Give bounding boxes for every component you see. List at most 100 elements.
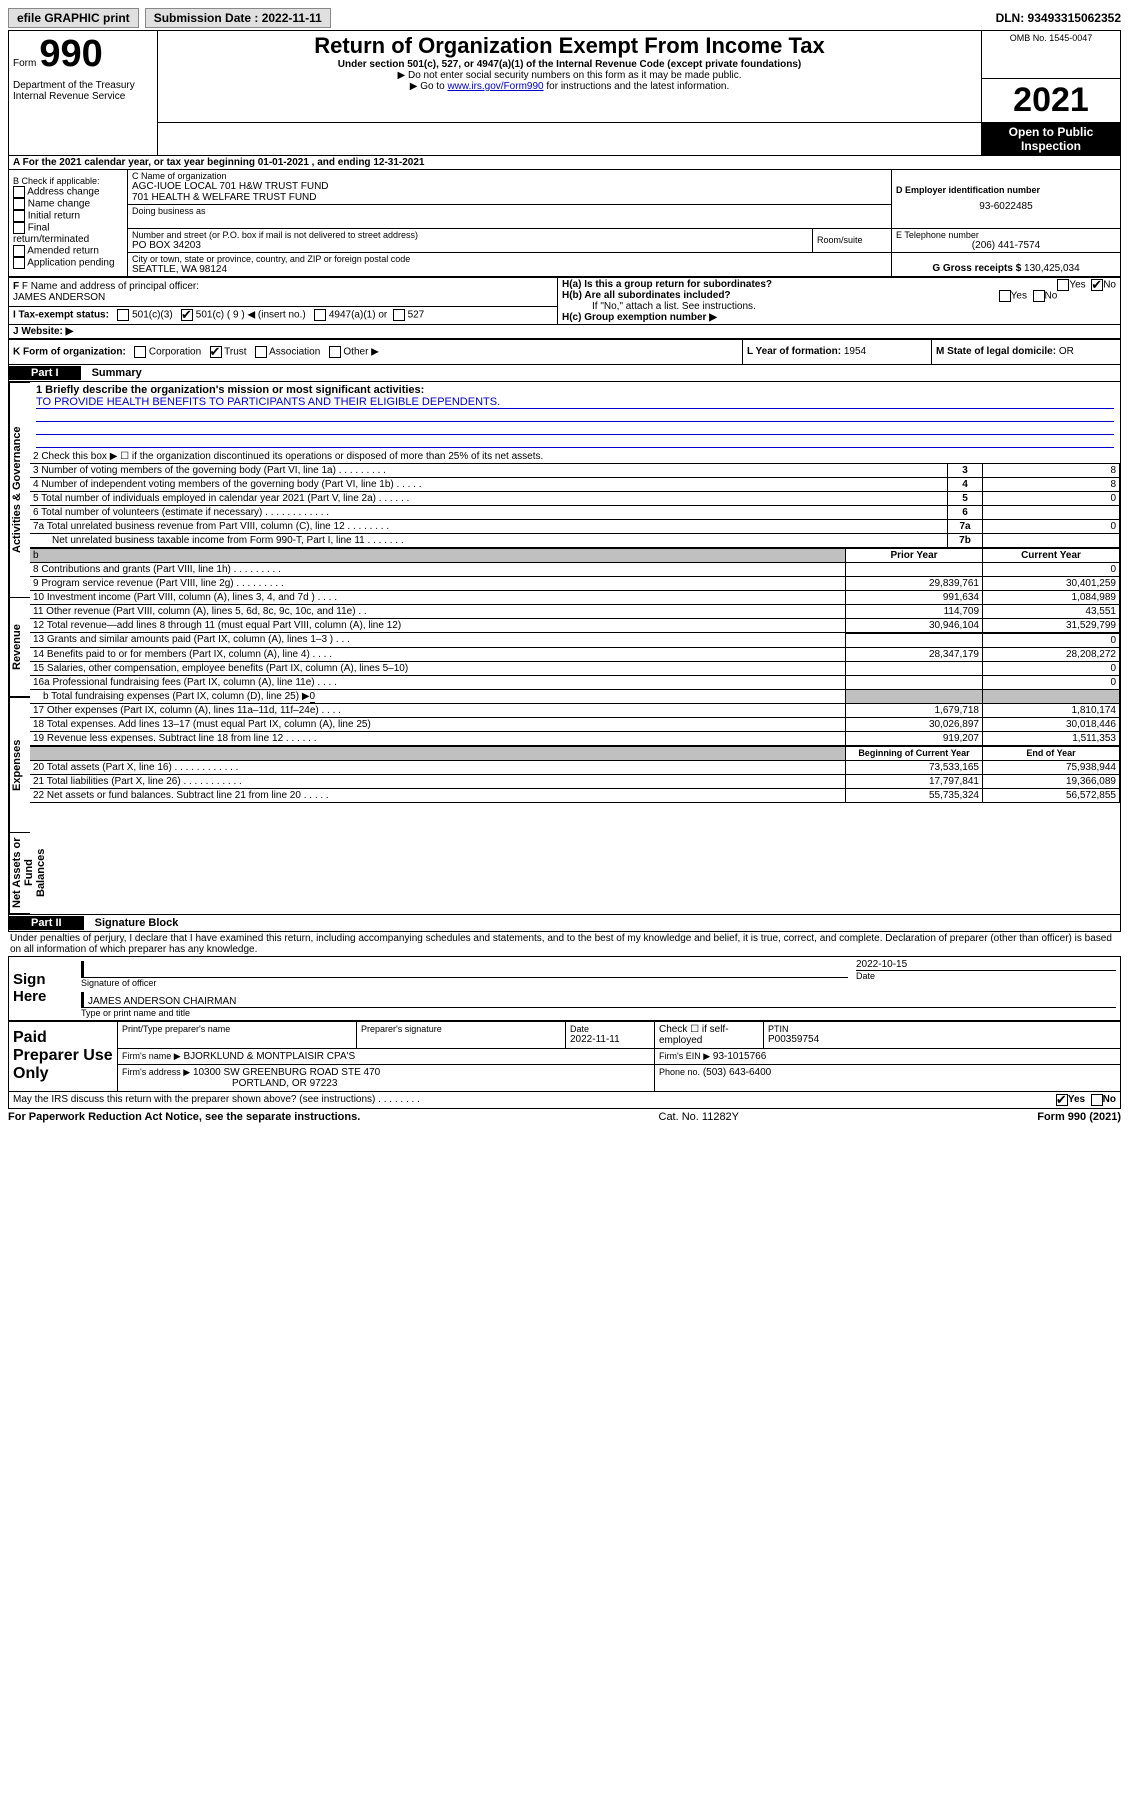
line10-desc: 10 Investment income (Part VIII, column …: [30, 590, 846, 604]
paperwork-notice: For Paperwork Reduction Act Notice, see …: [8, 1111, 360, 1123]
discuss-text: May the IRS discuss this return with the…: [13, 1094, 1056, 1106]
line14-prior: 28,347,179: [846, 647, 983, 661]
chk-corporation[interactable]: [134, 346, 146, 358]
open-inspection: Open to Public Inspection: [982, 122, 1121, 155]
ha-yes-checkbox[interactable]: [1057, 279, 1069, 291]
line12-curr: 31,529,799: [983, 618, 1120, 632]
firm-name: BJORKLUND & MONTPLAISIR CPA'S: [183, 1051, 355, 1062]
line4-desc: 4 Number of independent voting members o…: [30, 477, 948, 491]
line14-curr: 28,208,272: [983, 647, 1120, 661]
line5-desc: 5 Total number of individuals employed i…: [30, 491, 948, 505]
hb-yes-checkbox[interactable]: [999, 290, 1011, 302]
omb-number: OMB No. 1545-0047: [982, 31, 1121, 79]
chk-other[interactable]: [329, 346, 341, 358]
line1-label: 1 Briefly describe the organization's mi…: [36, 384, 424, 396]
tax-year: 2021: [982, 78, 1121, 122]
submission-date-button[interactable]: Submission Date : 2022-11-11: [145, 8, 331, 28]
chk-application-pending[interactable]: Application pending: [13, 257, 123, 269]
line10-curr: 1,084,989: [983, 590, 1120, 604]
street-label: Number and street (or P.O. box if mail i…: [132, 230, 808, 240]
efile-button[interactable]: efile GRAPHIC print: [8, 8, 139, 28]
line1-blank3: [36, 435, 1114, 448]
na-spacer: [30, 746, 846, 760]
expenses-table: 13 Grants and similar amounts paid (Part…: [30, 633, 1120, 746]
chk-527[interactable]: [393, 309, 405, 321]
l-year-formation-value: 1954: [844, 346, 866, 357]
dba-label: Doing business as: [132, 206, 887, 216]
chk-initial-return[interactable]: Initial return: [13, 210, 123, 222]
org-info-table: B Check if applicable: Address change Na…: [8, 170, 1121, 277]
k-label: K Form of organization:: [13, 346, 126, 357]
chk-address-change[interactable]: Address change: [13, 186, 123, 198]
firm-name-label: Firm's name ▶: [122, 1051, 181, 1061]
officer-name: JAMES ANDERSON: [13, 292, 553, 303]
org-name-1: AGC-IUOE LOCAL 701 H&W TRUST FUND: [132, 181, 887, 192]
l-year-formation-label: L Year of formation:: [747, 346, 841, 357]
note-link-row: ▶ Go to www.irs.gov/Form990 for instruct…: [162, 81, 977, 92]
m-state-value: OR: [1059, 346, 1074, 357]
line11-desc: 11 Other revenue (Part VIII, column (A),…: [30, 604, 846, 618]
line6-desc: 6 Total number of volunteers (estimate i…: [30, 505, 948, 519]
line19-curr: 1,511,353: [983, 731, 1120, 745]
line22-begin: 55,735,324: [846, 788, 983, 802]
vlabel-expenses: Expenses: [9, 697, 30, 833]
line1-block: 1 Briefly describe the organization's mi…: [30, 382, 1120, 450]
line12-prior: 30,946,104: [846, 618, 983, 632]
note-ssn: ▶ Do not enter social security numbers o…: [162, 70, 977, 81]
line17-prior: 1,679,718: [846, 703, 983, 717]
paid-preparer-table: Paid Preparer Use Only Print/Type prepar…: [8, 1021, 1121, 1092]
line7b-val: [983, 533, 1120, 547]
line16a-curr: 0: [983, 675, 1120, 689]
chk-4947[interactable]: [314, 309, 326, 321]
sig-officer-label: Signature of officer: [81, 978, 848, 988]
prep-date-label: Date: [570, 1024, 650, 1034]
line10-prior: 991,634: [846, 590, 983, 604]
sign-here-table: Sign Here Signature of officer 2022-10-1…: [8, 956, 1121, 1021]
discuss-no-checkbox[interactable]: [1091, 1094, 1103, 1106]
line16a-prior: [846, 675, 983, 689]
chk-amended-return[interactable]: Amended return: [13, 245, 123, 257]
line19-prior: 919,207: [846, 731, 983, 745]
hb-no-checkbox[interactable]: [1033, 290, 1045, 302]
chk-501c3[interactable]: [117, 309, 129, 321]
line21-begin: 17,797,841: [846, 774, 983, 788]
firm-addr1: 10300 SW GREENBURG ROAD STE 470: [193, 1067, 380, 1078]
chk-final-return[interactable]: Final return/terminated: [13, 222, 123, 245]
chk-501c[interactable]: [181, 309, 193, 321]
line11-curr: 43,551: [983, 604, 1120, 618]
sig-name-title: JAMES ANDERSON CHAIRMAN: [81, 996, 1116, 1008]
rev-spacer: b: [30, 548, 846, 562]
line15-prior: [846, 661, 983, 675]
paid-preparer-label: Paid Preparer Use Only: [9, 1021, 118, 1091]
line8-curr: 0: [983, 562, 1120, 576]
line8-desc: 8 Contributions and grants (Part VIII, l…: [30, 562, 846, 576]
line17-curr: 1,810,174: [983, 703, 1120, 717]
phone-value: (206) 441-7574: [896, 240, 1116, 251]
line12-desc: 12 Total revenue—add lines 8 through 11 …: [30, 618, 846, 632]
j-website-label: J Website: ▶: [13, 326, 73, 337]
f-label: F F Name and address of principal office…: [13, 281, 553, 292]
note2-post: for instructions and the latest informat…: [544, 81, 730, 92]
part2-label: Part II: [9, 916, 84, 930]
line5-num: 5: [948, 491, 983, 505]
hb-subordinates: H(b) Are all subordinates included? Yes …: [562, 290, 1116, 301]
line7a-val: 0: [983, 519, 1120, 533]
part2-title: Signature Block: [87, 917, 179, 929]
chk-trust[interactable]: [210, 346, 222, 358]
phone-label: E Telephone number: [896, 230, 1116, 240]
discuss-yes-checkbox[interactable]: [1056, 1094, 1068, 1106]
line18-prior: 30,026,897: [846, 717, 983, 731]
part2-declaration: Under penalties of perjury, I declare th…: [8, 932, 1121, 956]
side-label-col: Activities & Governance Revenue Expenses…: [9, 382, 30, 914]
end-year-hdr: End of Year: [983, 746, 1120, 760]
irs-form990-link[interactable]: www.irs.gov/Form990: [447, 81, 543, 92]
line19-desc: 19 Revenue less expenses. Subtract line …: [30, 731, 846, 745]
chk-association[interactable]: [255, 346, 267, 358]
line16b-curr: [983, 689, 1120, 703]
line2: 2 Check this box ▶ ☐ if the organization…: [30, 450, 1120, 464]
sig-type-label: Type or print name and title: [81, 1008, 1116, 1018]
line13-desc: 13 Grants and similar amounts paid (Part…: [30, 633, 846, 647]
chk-name-change[interactable]: Name change: [13, 198, 123, 210]
m-state-label: M State of legal domicile:: [936, 346, 1056, 357]
ha-no-checkbox[interactable]: [1091, 279, 1103, 291]
